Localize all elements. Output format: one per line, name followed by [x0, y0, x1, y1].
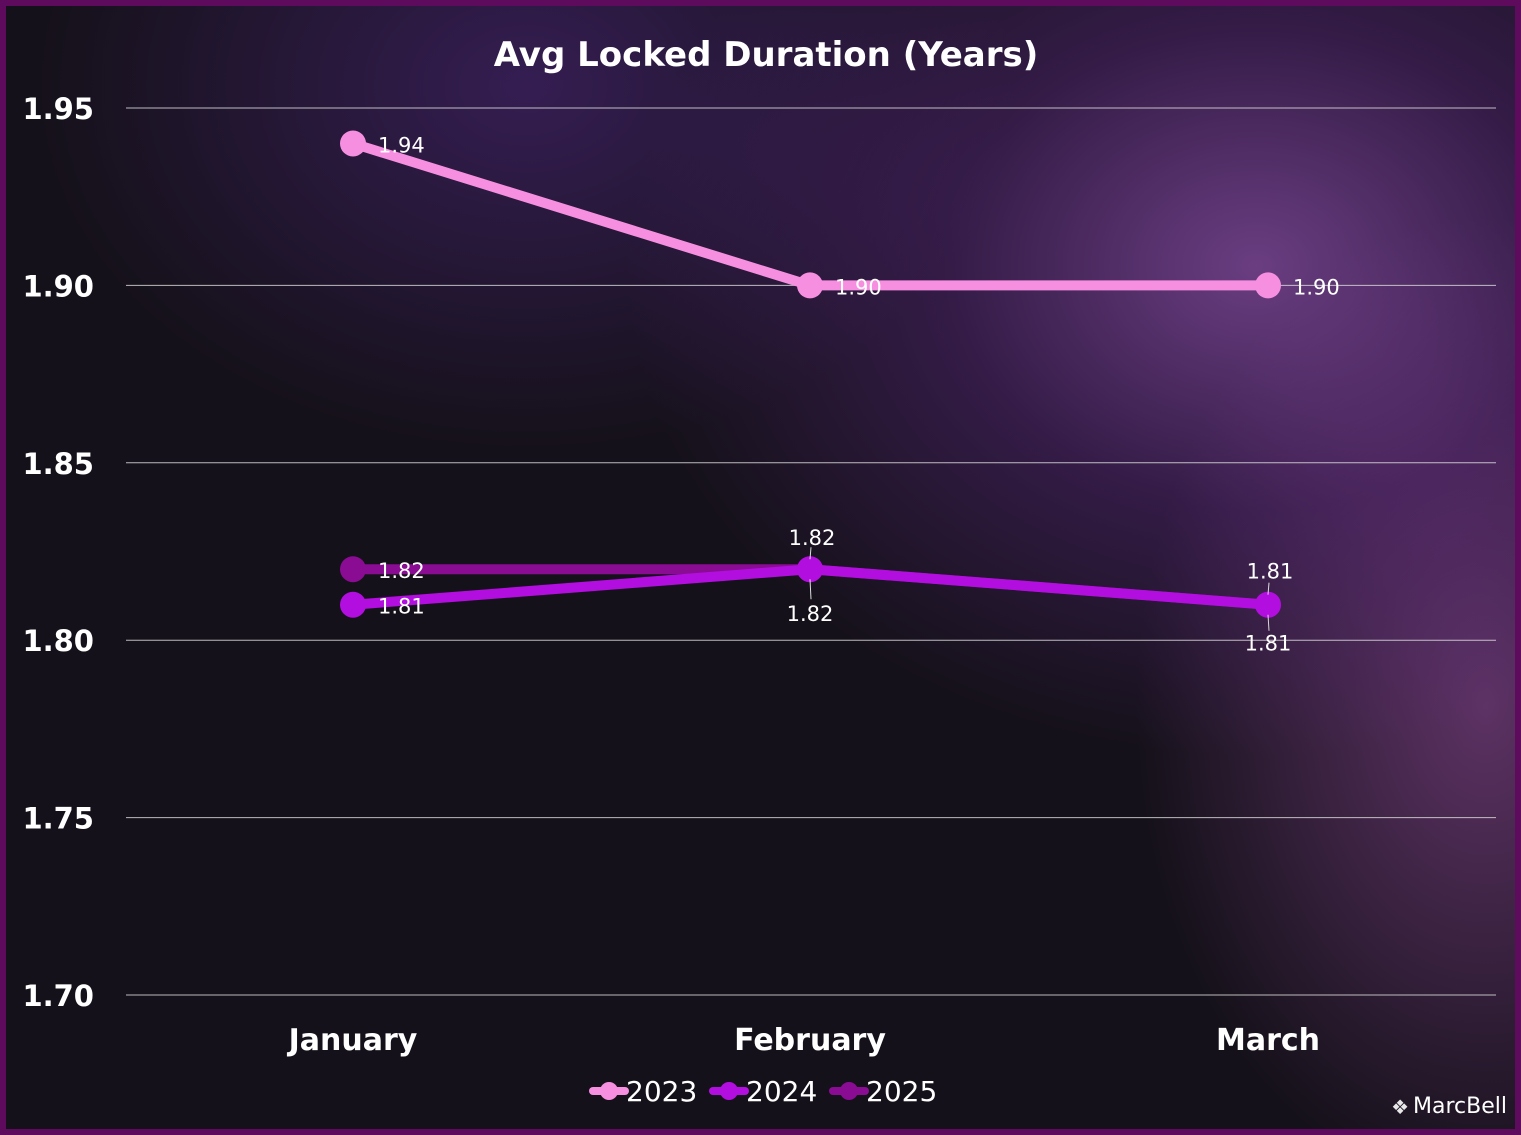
data-point-2025: [340, 556, 366, 583]
legend-swatch-marker-2024: [720, 1082, 738, 1100]
data-label-2023: 1.90: [1293, 275, 1340, 299]
label-leader-line: [809, 547, 812, 560]
y-tick-label: 1.80: [22, 624, 94, 658]
label-leader-line: [1267, 614, 1270, 631]
binance-diamond-icon: ❖: [1391, 1094, 1410, 1119]
data-label-2024: 1.82: [787, 602, 834, 626]
legend-label-2025: 2025: [866, 1075, 937, 1108]
x-axis: January February March: [287, 1023, 1320, 1058]
chart-title: Avg Locked Duration (Years): [494, 35, 1039, 75]
x-tick-label: February: [734, 1023, 886, 1058]
data-label-2025: 1.82: [789, 526, 836, 550]
data-point-2024: [340, 591, 366, 618]
data-label-2025: 1.81: [1247, 560, 1294, 584]
data-point-2023: [797, 272, 823, 299]
data-label-2024: 1.81: [1245, 632, 1292, 656]
legend-label-2023: 2023: [626, 1075, 697, 1108]
x-tick-label: January: [287, 1023, 418, 1058]
data-label-2024: 1.81: [378, 595, 425, 619]
x-tick-label: March: [1216, 1023, 1320, 1058]
legend: 2023 2024 2025: [589, 1075, 937, 1108]
legend-swatch-marker-2025: [840, 1082, 858, 1100]
watermark: ❖ MarcBell: [1391, 1094, 1507, 1119]
data-point-2023: [340, 130, 366, 157]
line-chart: Avg Locked Duration (Years) 1.70 1.75 1.80…: [22, 35, 1496, 1108]
series-line-2023: [348, 138, 1273, 291]
data-point-2024: [797, 556, 823, 583]
y-tick-label: 1.70: [22, 979, 94, 1013]
y-tick-label: 1.90: [22, 269, 94, 303]
legend-label-2024: 2024: [746, 1075, 817, 1108]
data-label-2023: 1.90: [835, 275, 882, 299]
legend-swatch-marker-2023: [600, 1082, 618, 1100]
label-leader-line: [1267, 582, 1270, 595]
data-labels: 1.94 1.90 1.90 1.81 1.82 1.81 1.82 1.82 1.81: [378, 133, 1340, 655]
watermark-text: MarcBell: [1413, 1094, 1507, 1119]
data-label-2025: 1.82: [378, 559, 425, 583]
label-leader-line: [809, 579, 812, 600]
y-axis: 1.70 1.75 1.80 1.85 1.90 1.95: [22, 92, 94, 1013]
y-tick-label: 1.85: [22, 447, 94, 481]
series-layer: [340, 130, 1281, 618]
data-label-2023: 1.94: [378, 133, 425, 157]
data-point-2024: [1255, 591, 1281, 618]
y-tick-label: 1.95: [22, 92, 94, 126]
y-tick-label: 1.75: [22, 802, 94, 836]
data-point-2023: [1255, 272, 1281, 299]
